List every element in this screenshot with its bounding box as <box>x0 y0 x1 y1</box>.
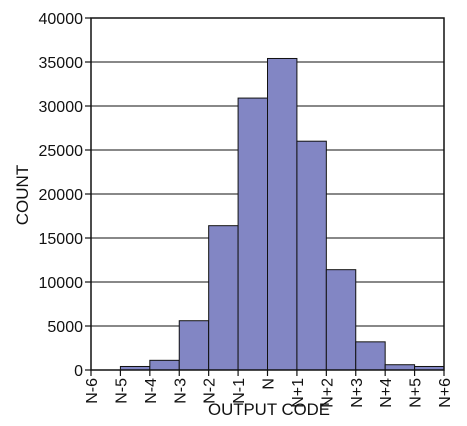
label-layer: 0 5000 10000 15000 20000 25000 30000 35000 40000… <box>39 11 455 408</box>
x-tick-label: N <box>261 378 278 390</box>
x-tick-label: N-2 <box>202 378 219 404</box>
x-tick-label: N+4 <box>378 378 395 408</box>
x-tick-label: N-6 <box>84 378 101 404</box>
y-tick-label: 30000 <box>39 99 84 116</box>
histogram-bar <box>384 364 416 371</box>
bar-layer <box>119 57 445 371</box>
histogram-bar <box>296 140 327 371</box>
histogram-bar <box>149 359 180 371</box>
x-tick-label: N+5 <box>408 378 425 408</box>
y-tick-label: 35000 <box>39 55 84 72</box>
y-tick-label: 40000 <box>39 11 84 28</box>
histogram-bar <box>267 57 298 371</box>
x-tick-label: N+1 <box>290 378 307 408</box>
histogram-bar <box>208 225 239 371</box>
y-tick-label: 15000 <box>39 231 84 248</box>
x-tick-label: N+6 <box>437 378 454 408</box>
x-tick-label: N-5 <box>113 378 130 404</box>
histogram-bar <box>178 320 210 371</box>
y-axis-title: COUNT <box>13 165 32 225</box>
x-tick-label: N-3 <box>172 378 189 404</box>
y-tick-label: 0 <box>74 363 83 380</box>
y-tick-label: 5000 <box>47 319 83 336</box>
histogram-bar <box>325 269 357 371</box>
x-tick-label: N+2 <box>319 378 336 408</box>
axis-layer <box>85 17 445 376</box>
y-tick-label: 20000 <box>39 187 84 204</box>
y-tick-label: 10000 <box>39 275 84 292</box>
histogram-bar <box>355 341 386 371</box>
x-tick-label: N+3 <box>349 378 366 408</box>
histogram-bar <box>237 97 268 371</box>
x-tick-label: N-4 <box>143 378 160 404</box>
x-axis-title: OUTPUT CODE <box>208 400 330 419</box>
y-tick-label: 25000 <box>39 143 84 160</box>
x-tick-label: N-1 <box>231 378 248 404</box>
